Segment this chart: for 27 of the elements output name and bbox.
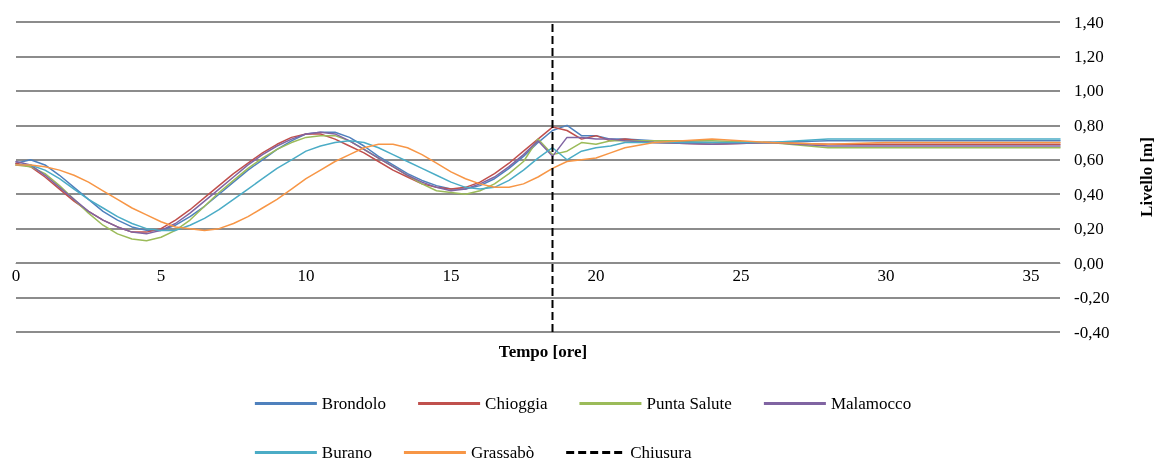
y-tick-label: 1,40 [1074, 12, 1104, 32]
legend-label: Brondolo [321, 394, 387, 413]
y-tick-label: 0,40 [1074, 184, 1104, 204]
y-tick-label: -0,20 [1074, 288, 1110, 308]
x-axis-title: Tempo [ore] [498, 342, 588, 361]
legend-label: Punta Salute [646, 394, 732, 413]
x-tick-label: 35 [1022, 266, 1040, 286]
x-tick-label: 25 [732, 266, 750, 286]
legend-label: Malamocco [830, 394, 912, 413]
y-tick-label: -0,40 [1074, 322, 1110, 342]
x-tick-label: 0 [11, 266, 21, 286]
legend-label: Grassabò [470, 443, 535, 462]
y-tick-label: 1,00 [1074, 81, 1104, 101]
x-tick-label: 20 [587, 266, 605, 286]
x-tick-label: 30 [877, 266, 895, 286]
y-axis-title: Livello [m] [1137, 137, 1156, 217]
x-tick-label: 10 [297, 266, 315, 286]
y-tick-label: 0,20 [1074, 219, 1104, 239]
legend-label: Chiusura [630, 443, 693, 462]
legend-label: Burano [321, 443, 372, 462]
x-tick-label: 15 [442, 266, 460, 286]
y-tick-label: 0,60 [1074, 150, 1104, 170]
y-tick-label: 0,80 [1074, 115, 1104, 135]
y-tick-label: 0,00 [1074, 253, 1104, 273]
x-tick-label: 5 [156, 266, 166, 286]
y-tick-label: 1,20 [1074, 46, 1104, 66]
legend-label: Chioggia [485, 394, 548, 413]
